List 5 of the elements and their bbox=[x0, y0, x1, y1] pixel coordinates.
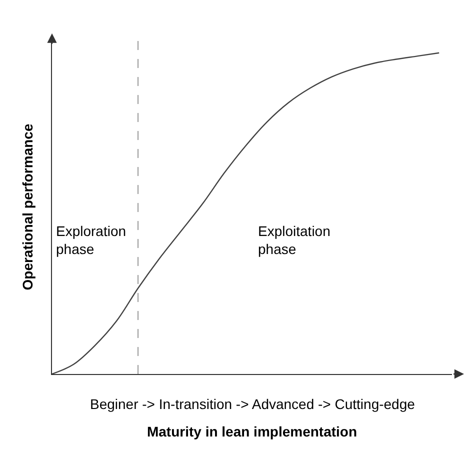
text: Beginer -> In-transition -> Advanced -> Cutting-edge bbox=[90, 396, 416, 412]
annotation: Exploitation phase bbox=[258, 223, 330, 258]
annotation: Exploration phase bbox=[56, 223, 126, 258]
y-axis-title: Operational performance bbox=[20, 124, 36, 290]
x-axis-title: Maturity in lean implementation bbox=[146, 423, 358, 440]
